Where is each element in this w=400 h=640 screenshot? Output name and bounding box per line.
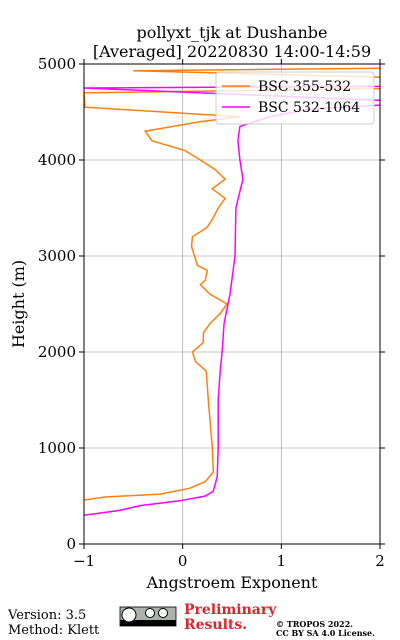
x-axis-label: Angstroem Exponent <box>146 573 318 592</box>
y-tick-label: 2000 <box>38 343 76 361</box>
y-tick-label: 0 <box>66 535 76 553</box>
legend-label: BSC 532-1064 <box>258 100 360 116</box>
chart-title: pollyxt_tjk at Dushanbe <box>136 23 327 42</box>
y-tick-label: 4000 <box>38 151 76 169</box>
legend-label: BSC 355-532 <box>258 79 351 95</box>
legend-box <box>215 71 375 125</box>
status: Preliminary <box>184 602 277 618</box>
cc-logo <box>119 606 177 627</box>
x-tick-label: 2 <box>375 552 385 570</box>
x-tick-label: 1 <box>277 552 287 570</box>
x-tick-label: −1 <box>73 552 95 570</box>
series-line <box>84 67 380 501</box>
grid <box>79 59 385 549</box>
y-tick-label: 5000 <box>38 55 76 73</box>
legend: BSC 355-532 BSC 532-1064 <box>215 71 375 125</box>
y-axis-label: Height (m) <box>9 260 28 348</box>
method: Method: Klett <box>8 623 100 638</box>
copyright: CC BY SA 4.0 License. <box>276 628 375 638</box>
y-tick-label: 3000 <box>38 247 76 265</box>
x-tick-label: 0 <box>178 552 188 570</box>
plot-frame <box>83 63 381 545</box>
series-line <box>84 85 380 516</box>
y-tick-label: 1000 <box>38 439 76 457</box>
version: Version: 3.5 <box>7 608 86 623</box>
copyright: © TROPOS 2022. <box>276 619 353 629</box>
status: Results. <box>184 617 247 633</box>
chart-subtitle: [Averaged] 20220830 14:00-14:59 <box>93 42 371 61</box>
